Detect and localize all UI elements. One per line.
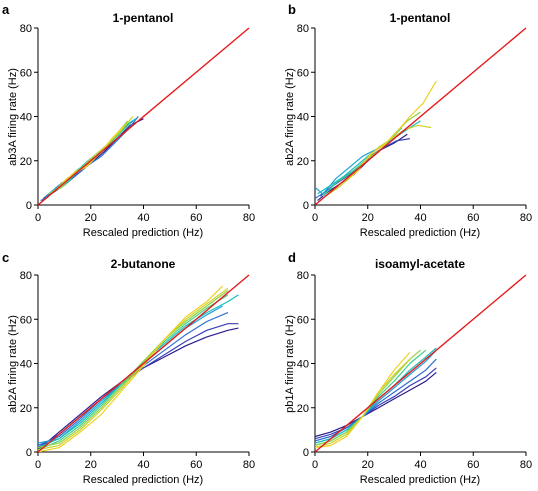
identity-line xyxy=(314,27,527,206)
series-line xyxy=(315,371,437,438)
y-tick-label: 0 xyxy=(303,200,309,212)
y-tick-label: 80 xyxy=(297,270,309,282)
panel-title: 2-butanone xyxy=(111,257,176,271)
identity-line xyxy=(37,274,250,453)
x-tick-label: 20 xyxy=(85,212,97,224)
series-line xyxy=(53,116,134,193)
y-tick-label: 60 xyxy=(20,67,32,79)
y-tick-label: 60 xyxy=(297,314,309,326)
x-tick-label: 0 xyxy=(312,459,318,471)
panel-a: a 1-pentanol 0 20 40 60 80 0 20 40 60 80 Rescaled… xyxy=(2,2,255,239)
series-group xyxy=(315,80,437,202)
plot-area: 0 20 40 60 80 0 20 40 60 80 xyxy=(297,270,532,471)
x-tick-label: 0 xyxy=(35,459,41,471)
x-axis-label: Rescaled prediction (Hz) xyxy=(360,474,480,486)
series-line xyxy=(38,290,229,449)
y-tick-label: 80 xyxy=(20,270,32,282)
y-tick-label: 60 xyxy=(297,67,309,79)
x-tick-label: 40 xyxy=(414,459,426,471)
plot-area: 0 20 40 60 80 0 20 40 60 80 xyxy=(20,23,255,224)
panel-letter: c xyxy=(2,250,9,265)
y-tick-label: 0 xyxy=(303,447,309,459)
x-tick-label: 40 xyxy=(414,212,426,224)
series-line xyxy=(315,367,437,440)
x-tick-label: 60 xyxy=(467,212,479,224)
y-tick-label: 40 xyxy=(20,112,32,124)
panel-title: isoamyl-acetate xyxy=(375,257,465,271)
series-line xyxy=(38,287,229,451)
x-axis-label: Rescaled prediction (Hz) xyxy=(360,227,480,239)
y-tick-label: 20 xyxy=(20,403,32,415)
panel-b: b 1-pentanol 0 20 40 60 80 0 20 40 60 80 Rescaled… xyxy=(284,2,532,239)
x-tick-label: 20 xyxy=(85,459,97,471)
y-tick-label: 40 xyxy=(297,359,309,371)
series-line xyxy=(38,285,224,452)
x-tick-label: 80 xyxy=(243,212,255,224)
x-tick-label: 40 xyxy=(137,212,149,224)
y-axis-label: ab3A firing rate (Hz) xyxy=(7,68,19,166)
plot-area: 0 20 40 60 80 0 20 40 60 80 xyxy=(20,270,255,471)
panel-c: c 2-butanone 0 20 40 60 80 0 20 40 60 80 Rescaled… xyxy=(2,250,255,486)
series-line xyxy=(48,120,129,195)
plot-area: 0 20 40 60 80 0 20 40 60 80 xyxy=(297,23,532,224)
panel-letter: a xyxy=(2,2,10,17)
identity-line xyxy=(314,274,527,453)
x-tick-label: 60 xyxy=(190,459,202,471)
x-tick-label: 40 xyxy=(137,459,149,471)
x-tick-label: 0 xyxy=(35,212,41,224)
series-line xyxy=(315,149,376,195)
panel-d: d isoamyl-acetate 0 20 40 60 80 0 20 40 60 80 Res… xyxy=(284,250,532,486)
panel-title: 1-pentanol xyxy=(113,11,174,25)
y-tick-label: 80 xyxy=(297,23,309,35)
y-tick-label: 20 xyxy=(297,403,309,415)
y-axis-label: ab2A firing rate (Hz) xyxy=(7,315,19,413)
y-tick-label: 20 xyxy=(20,156,32,168)
x-tick-label: 80 xyxy=(243,459,255,471)
identity-line xyxy=(37,27,250,206)
series-line xyxy=(325,124,432,197)
x-tick-label: 60 xyxy=(467,459,479,471)
y-tick-label: 0 xyxy=(26,200,32,212)
panel-letter: b xyxy=(288,2,296,17)
x-tick-label: 20 xyxy=(362,212,374,224)
x-tick-label: 80 xyxy=(520,212,532,224)
x-tick-label: 60 xyxy=(190,212,202,224)
y-axis-label: ab2A firing rate (Hz) xyxy=(284,68,296,166)
x-axis-label: Rescaled prediction (Hz) xyxy=(83,474,203,486)
y-tick-label: 20 xyxy=(297,156,309,168)
y-tick-label: 60 xyxy=(20,314,32,326)
series-line xyxy=(38,312,229,446)
x-tick-label: 0 xyxy=(312,212,318,224)
series-group xyxy=(315,347,437,449)
x-axis-label: Rescaled prediction (Hz) xyxy=(83,227,203,239)
x-tick-label: 80 xyxy=(520,459,532,471)
y-tick-label: 40 xyxy=(20,359,32,371)
x-tick-label: 20 xyxy=(362,459,374,471)
series-line xyxy=(315,352,411,449)
panel-letter: d xyxy=(288,250,296,265)
y-axis-label: pb1A firing rate (Hz) xyxy=(284,315,296,413)
y-tick-label: 80 xyxy=(20,23,32,35)
y-tick-label: 40 xyxy=(297,112,309,124)
panel-title: 1-pentanol xyxy=(390,11,451,25)
y-tick-label: 0 xyxy=(26,447,32,459)
